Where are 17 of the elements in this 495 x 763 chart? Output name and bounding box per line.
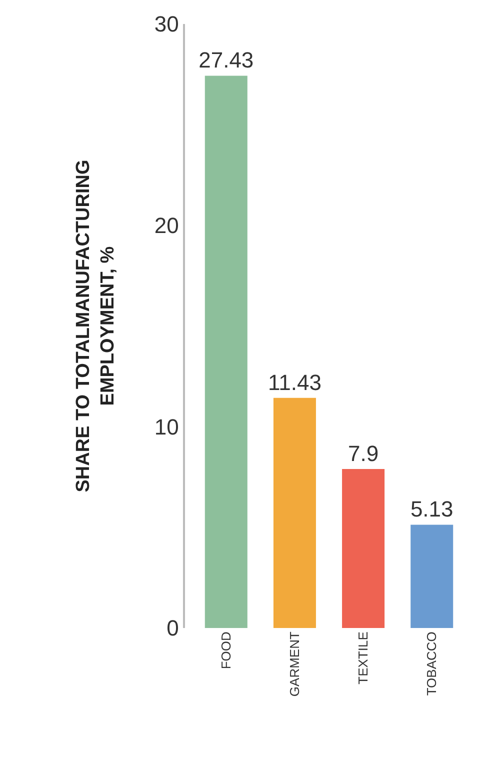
x-tick-label: FOOD [218,632,234,670]
y-tick-label: 10 [154,414,179,440]
y-tick-label: 30 [154,12,179,37]
data-label: 5.13 [410,496,454,522]
x-tick-label: TEXTILE [356,631,371,684]
bar [273,398,316,628]
data-label: 27.43 [198,48,254,73]
x-tick-label: GARMENT [286,632,302,697]
bar [204,76,248,628]
y-axis-title: SHARE TO TOTALMANUFACTURING EMPLOYMENT, % [73,160,119,492]
y-tick-label: 20 [154,213,179,238]
data-label: 11.43 [268,370,322,395]
x-tick-label: TOBACCO [424,632,440,696]
y-tick-label: 0 [166,616,179,641]
data-label: 7.9 [348,440,379,466]
bar [410,524,454,628]
bar [342,468,385,628]
